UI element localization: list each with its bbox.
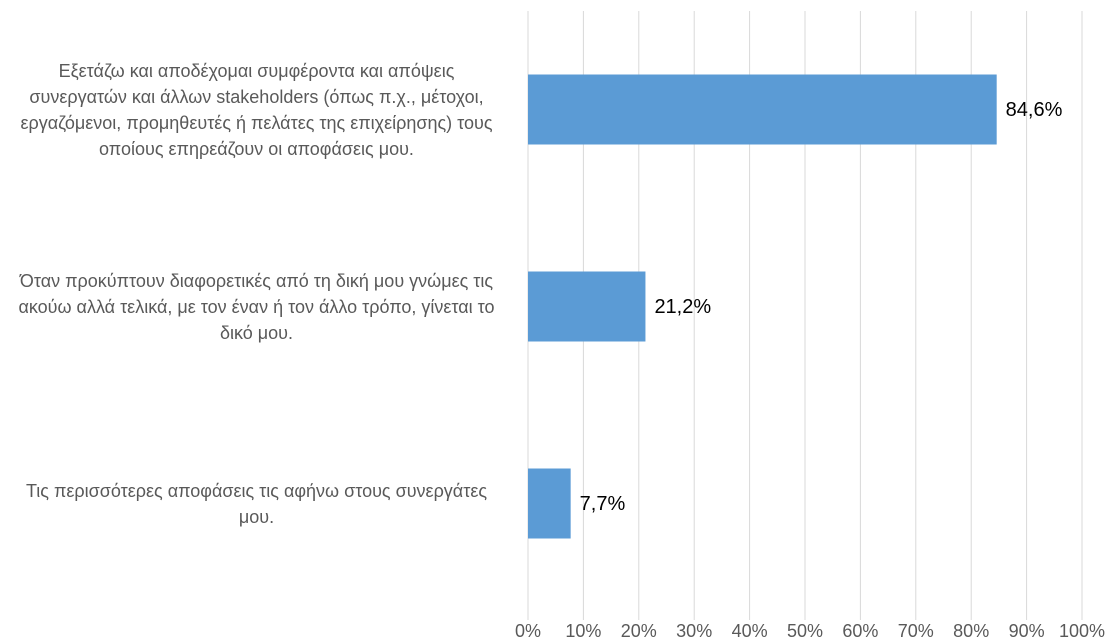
x-tick-label: 80% <box>953 621 989 641</box>
x-tick-label: 10% <box>565 621 601 641</box>
x-tick-label: 0% <box>515 621 541 641</box>
x-tick-label: 60% <box>842 621 878 641</box>
value-label: 84,6% <box>1006 99 1063 121</box>
value-label: 21,2% <box>654 296 711 318</box>
bar <box>528 468 571 539</box>
x-tick-label: 30% <box>676 621 712 641</box>
bar <box>528 74 997 145</box>
value-label: 7,7% <box>580 493 626 515</box>
x-tick-label: 40% <box>732 621 768 641</box>
category-label: Τις περισσότερες αποφάσεις τις αφήνω στο… <box>25 480 488 527</box>
x-tick-label: 50% <box>787 621 823 641</box>
category-label: Όταν προκύπτουν διαφορετικές από τη δική… <box>18 270 495 343</box>
x-tick-label: 70% <box>898 621 934 641</box>
bar <box>528 271 646 342</box>
x-tick-label: 90% <box>1009 621 1045 641</box>
x-tick-label: 100% <box>1059 621 1105 641</box>
x-tick-label: 20% <box>621 621 657 641</box>
category-label: Εξετάζω και αποδέχομαι συμφέροντα και απ… <box>20 60 493 159</box>
